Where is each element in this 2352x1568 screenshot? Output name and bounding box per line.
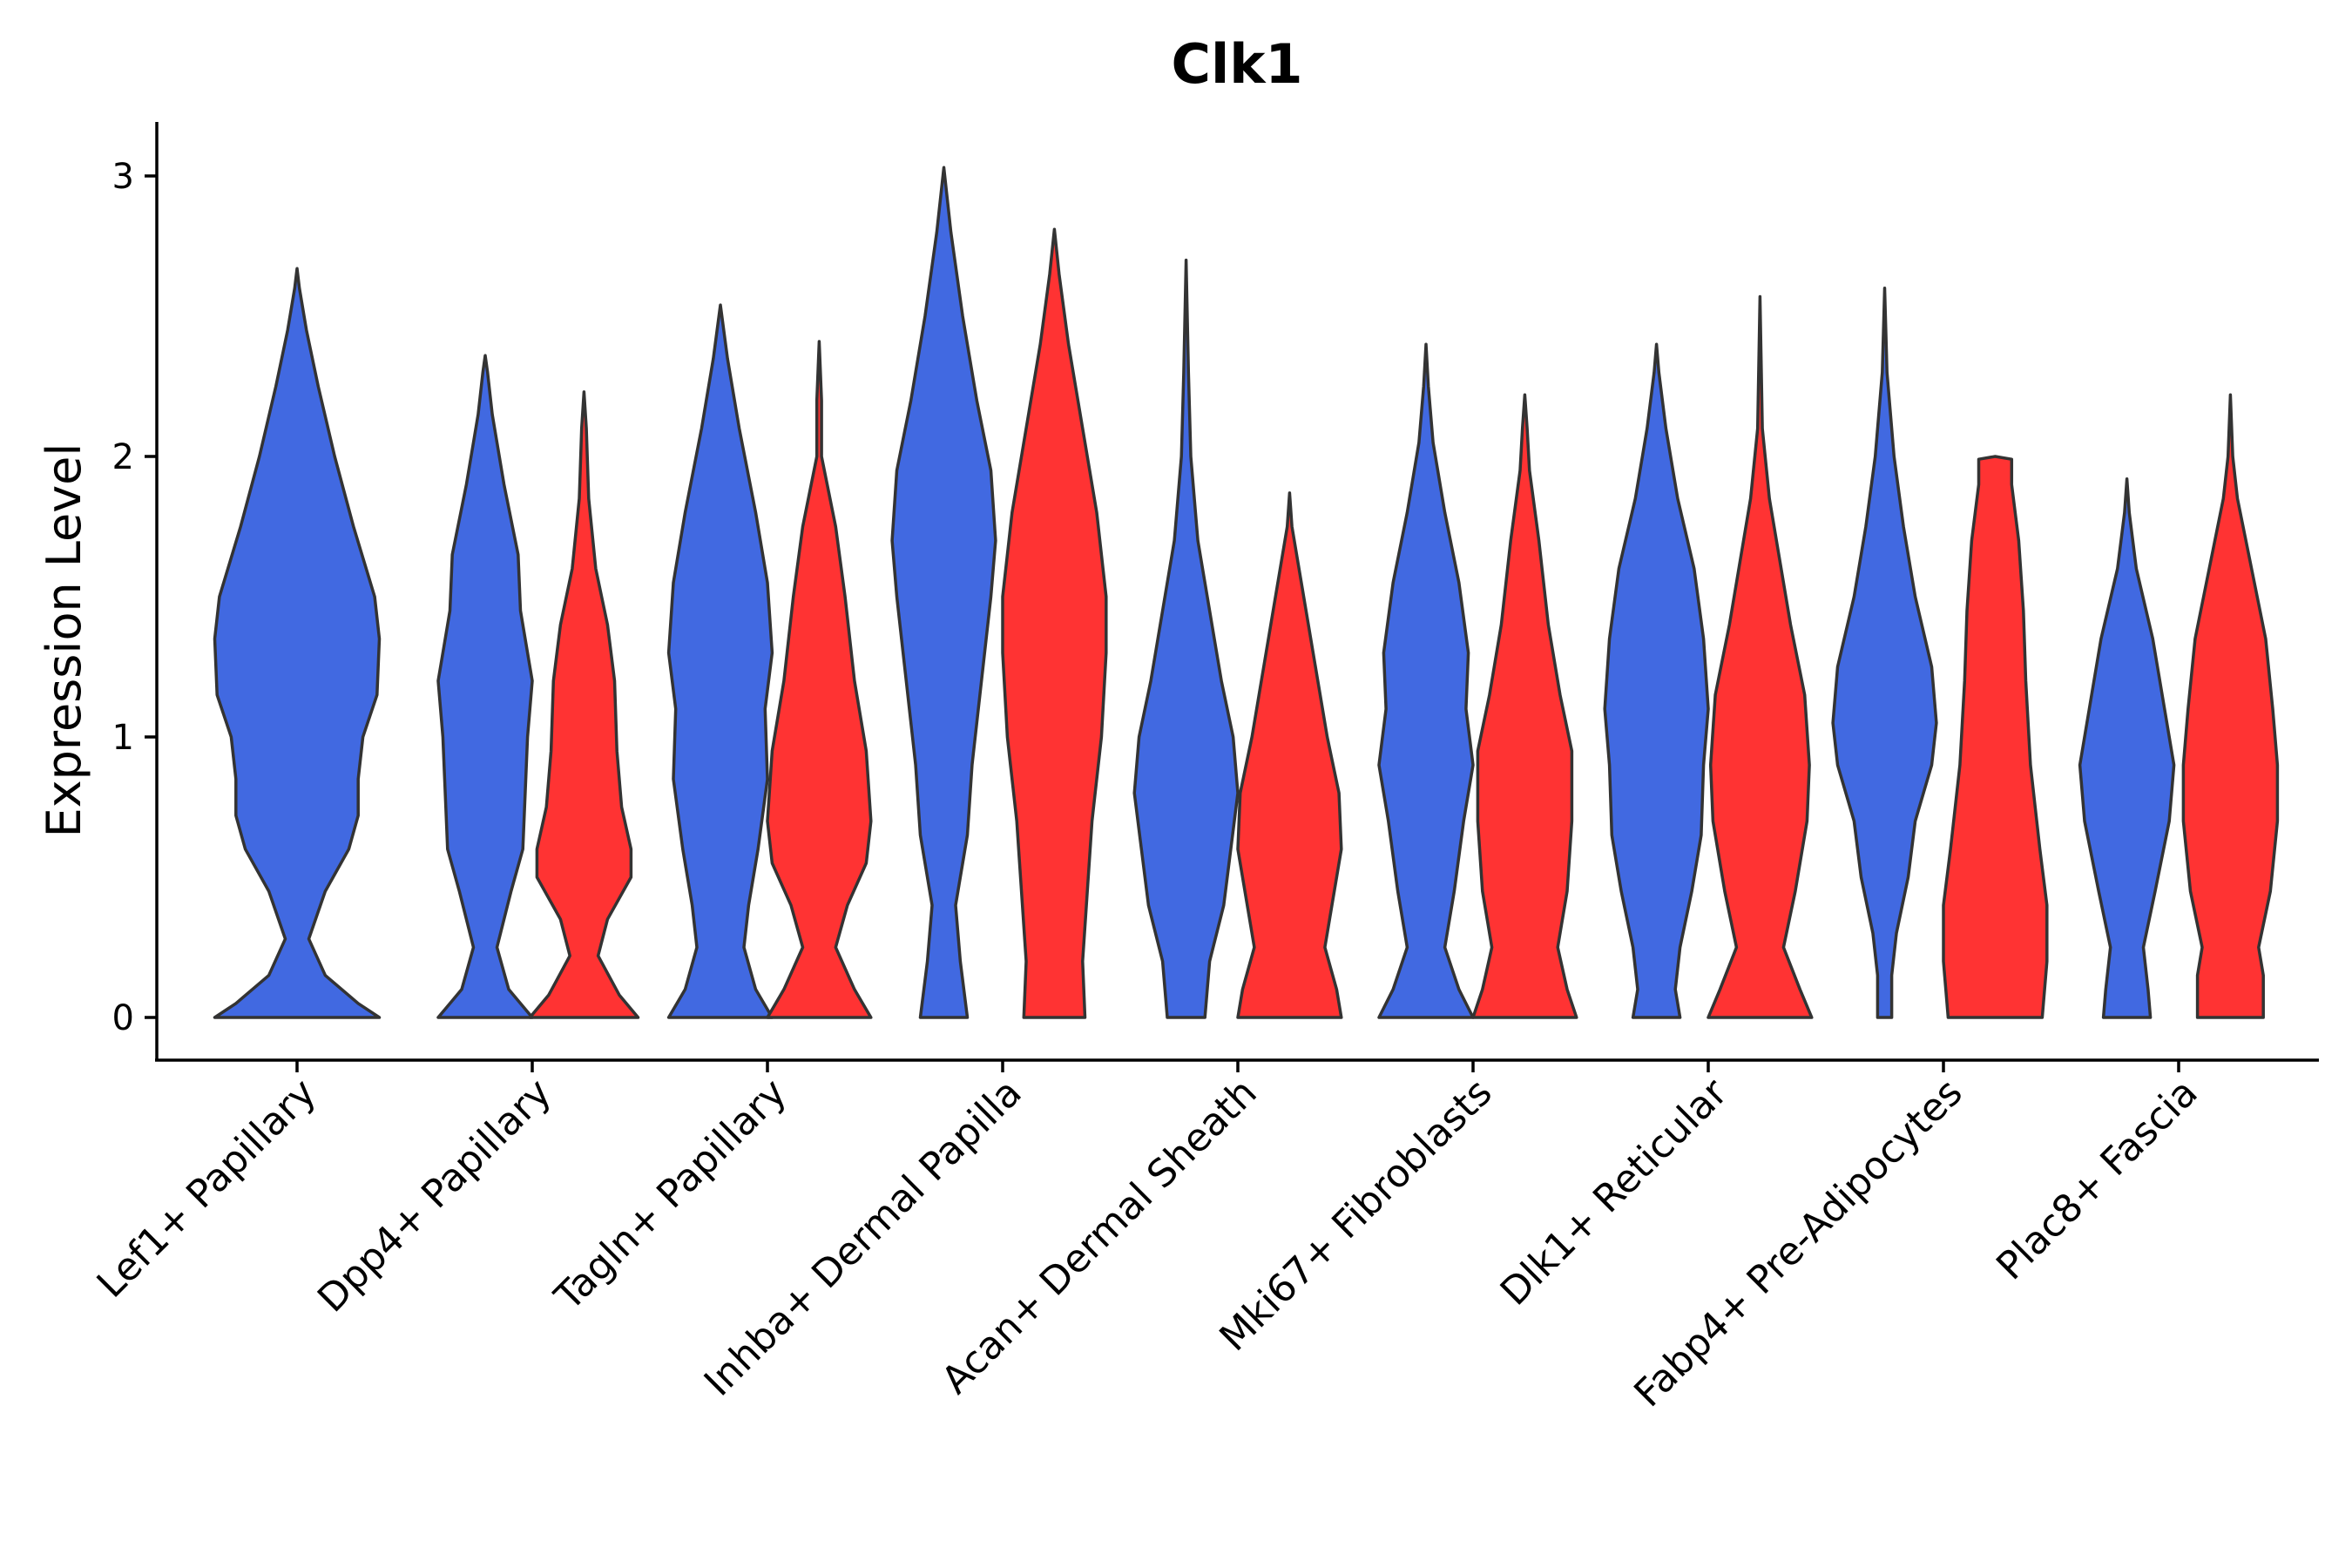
x-tick-label: Lef1+ Papillary [89,1071,325,1307]
x-tick-label: Plac8+ Fascia [1988,1071,2207,1289]
x-tick-label: Tagln+ Papillary [546,1071,795,1320]
violin-group-1 [1831,287,1938,1019]
y-tick-label: 3 [112,157,134,197]
violin-group-2 [766,340,873,1019]
y-axis-ticks: 0 1 2 3 [112,157,157,1038]
y-tick-label: 1 [112,718,134,758]
violin-group-2 [1471,393,1578,1019]
chart-title: Clk1 [1171,32,1302,96]
violin-group-1 [666,303,774,1019]
violin-layer [213,166,2280,1019]
violin-group-2 [1707,294,1814,1019]
violin-group-1 [213,267,382,1019]
violin-group-1 [890,166,997,1019]
violin-group-2 [1942,455,2049,1019]
violin-group-1 [1132,258,1240,1019]
x-tick-label: Dpp4+ Papillary [309,1071,560,1321]
x-tick-label: Mki67+ Fibroblasts [1211,1071,1500,1360]
x-tick-label: Dlk1+ Reticular [1492,1070,1737,1315]
violin-group-1 [1377,342,1475,1019]
violin-group-1 [1603,342,1710,1019]
y-tick-label: 0 [112,998,134,1038]
violin-group-2 [1001,227,1108,1019]
violin-group-2 [2181,393,2280,1019]
y-axis-label: Expression Level [37,443,91,838]
violin-group-2 [1236,491,1343,1019]
violin-group-1 [2078,477,2176,1019]
y-tick-label: 2 [112,437,134,477]
violin-group-2 [528,390,640,1019]
violin-group-1 [436,354,534,1019]
